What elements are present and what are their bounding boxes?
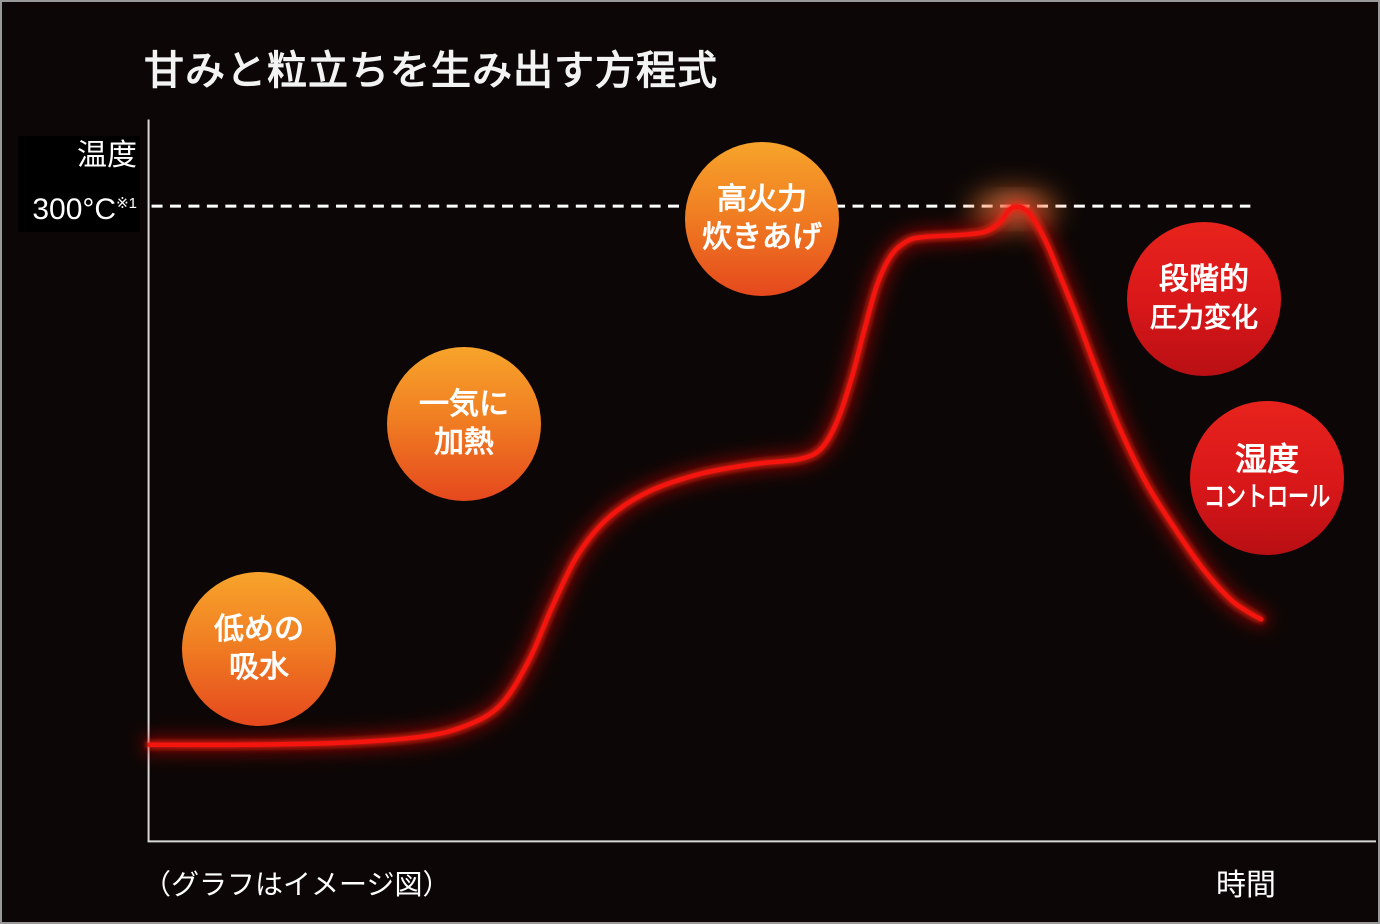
footnote-marker: ※1 <box>116 195 137 212</box>
stage-bubble-humidity-control: 湿度 コントロール <box>1190 401 1344 555</box>
temperature-curve <box>147 204 1264 748</box>
y-axis-label: 温度 <box>77 139 137 172</box>
stage-bubble-stepwise-pressure-change: 段階的 圧力変化 <box>1127 222 1281 376</box>
stage-bubble-high-heat-cooking: 高火力 炊きあげ <box>685 142 839 296</box>
page-title: 甘みと粒立ちを生み出す方程式 <box>144 48 718 93</box>
stage-bubble-low-temp-soak: 低めの 吸水 <box>182 572 336 726</box>
y-axis-label-box: 温度 300°C※1 <box>18 136 140 232</box>
stage-bubble-rapid-heating: 一気に 加熱 <box>387 347 541 501</box>
graph-disclaimer-note: （グラフはイメージ図） <box>143 869 451 900</box>
x-axis-label: 時間 <box>1216 869 1276 902</box>
y-axis-tick-300c: 300°C※1 <box>32 193 137 226</box>
